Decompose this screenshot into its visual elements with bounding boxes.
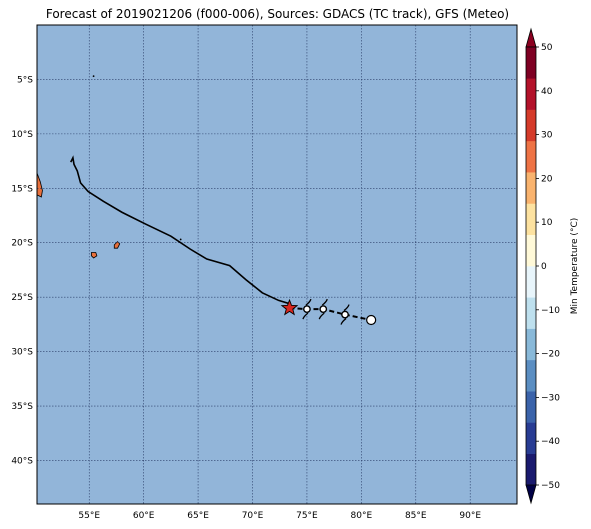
forecast-end-circle-icon — [366, 314, 377, 326]
colorbar-band — [526, 234, 536, 267]
x-tick-label: 55°E — [78, 511, 100, 521]
colorbar-tick-label: 40 — [541, 87, 553, 97]
colorbar-tick-label: −50 — [541, 481, 560, 491]
colorbar-min-extend — [525, 484, 537, 505]
y-tick-label: 20°S — [11, 239, 33, 249]
colorbar-band — [526, 328, 536, 361]
ocean-background — [37, 25, 517, 504]
colorbar-band — [526, 453, 536, 486]
colorbar-tick-label: 30 — [541, 131, 553, 141]
colorbar-band — [526, 203, 536, 236]
cyclone-symbol-icon — [318, 298, 328, 320]
colorbar-band — [526, 422, 536, 455]
cyclone-arm-top — [321, 298, 328, 306]
x-tick-label: 65°E — [187, 511, 209, 521]
graticule-grid — [37, 25, 517, 504]
x-tick-label: 90°E — [459, 511, 481, 521]
y-tick-label: 30°S — [11, 348, 33, 358]
island-mauritius — [113, 241, 121, 249]
cyclone-arm-bottom — [302, 312, 309, 320]
land-masses — [36, 75, 182, 259]
y-tick-label: 15°S — [11, 184, 33, 194]
islet-1 — [92, 75, 95, 78]
current-position-star-icon — [280, 298, 299, 316]
colorbar-tick-label: 0 — [541, 262, 547, 272]
x-tick-label: 80°E — [351, 511, 373, 521]
colorbar-label: Min Temperature (°C) — [570, 218, 580, 315]
cyclone-arm-bottom — [340, 318, 347, 325]
cyclone-symbol-icon — [302, 298, 312, 320]
colorbar-band — [526, 297, 536, 329]
x-tick-label: 75°E — [296, 511, 318, 521]
colorbar-band — [526, 109, 536, 142]
x-tick-label: 60°E — [133, 511, 155, 521]
colorbar-band — [526, 391, 536, 423]
colorbar-max-extend — [525, 27, 537, 48]
colorbar-band — [526, 140, 536, 173]
cyclone-eye — [319, 305, 328, 314]
colorbar-band — [526, 359, 536, 392]
colorbar-tick-label: 50 — [541, 43, 553, 53]
colorbar: 50 40 30 20 10 0 −10 −20 −30 −40 −50 Min Temperatur… — [525, 27, 580, 505]
tc-forecast-markers — [280, 298, 377, 326]
map-plot-area — [36, 24, 518, 505]
cyclone-eye — [303, 305, 311, 314]
colorbar-band — [526, 266, 536, 298]
colorbar-tick-label: −30 — [541, 393, 560, 403]
island-reunion — [91, 252, 98, 259]
colorbar-band — [526, 172, 536, 204]
y-axis-labels: 5°S 10°S 15°S 20°S 25°S 30°S 35°S 40°S — [11, 75, 33, 466]
y-tick-label: 35°S — [11, 402, 33, 412]
y-tick-label: 40°S — [11, 456, 33, 466]
colorbar-tick-label: −10 — [541, 306, 560, 316]
cyclone-arm-bottom — [318, 312, 325, 320]
cyclone-arm-top — [343, 304, 350, 312]
islet-2 — [179, 238, 182, 241]
colorbar-tick-label: 20 — [541, 174, 553, 184]
cyclone-arm-top — [305, 298, 312, 306]
cyclone-eye — [341, 310, 349, 319]
y-tick-label: 10°S — [11, 130, 33, 140]
cyclone-symbol-icon — [340, 304, 350, 325]
y-tick-label: 25°S — [11, 293, 33, 303]
y-tick-label: 5°S — [17, 75, 33, 85]
colorbar-band — [526, 47, 536, 79]
x-tick-label: 85°E — [405, 511, 427, 521]
colorbar-tick-label: −20 — [541, 350, 560, 360]
colorbar-tick-label: 10 — [541, 218, 553, 228]
colorbar-band — [526, 78, 536, 110]
x-axis-labels: 55°E 60°E 65°E 70°E 75°E 80°E 85°E 90°E — [78, 511, 481, 521]
map-frame — [36, 24, 518, 505]
map-title: Forecast of 2019021206 (f000-006), Sourc… — [45, 7, 510, 21]
colorbar-tick-label: −40 — [541, 437, 560, 447]
x-tick-label: 70°E — [242, 511, 264, 521]
past-track-line — [70, 155, 290, 305]
